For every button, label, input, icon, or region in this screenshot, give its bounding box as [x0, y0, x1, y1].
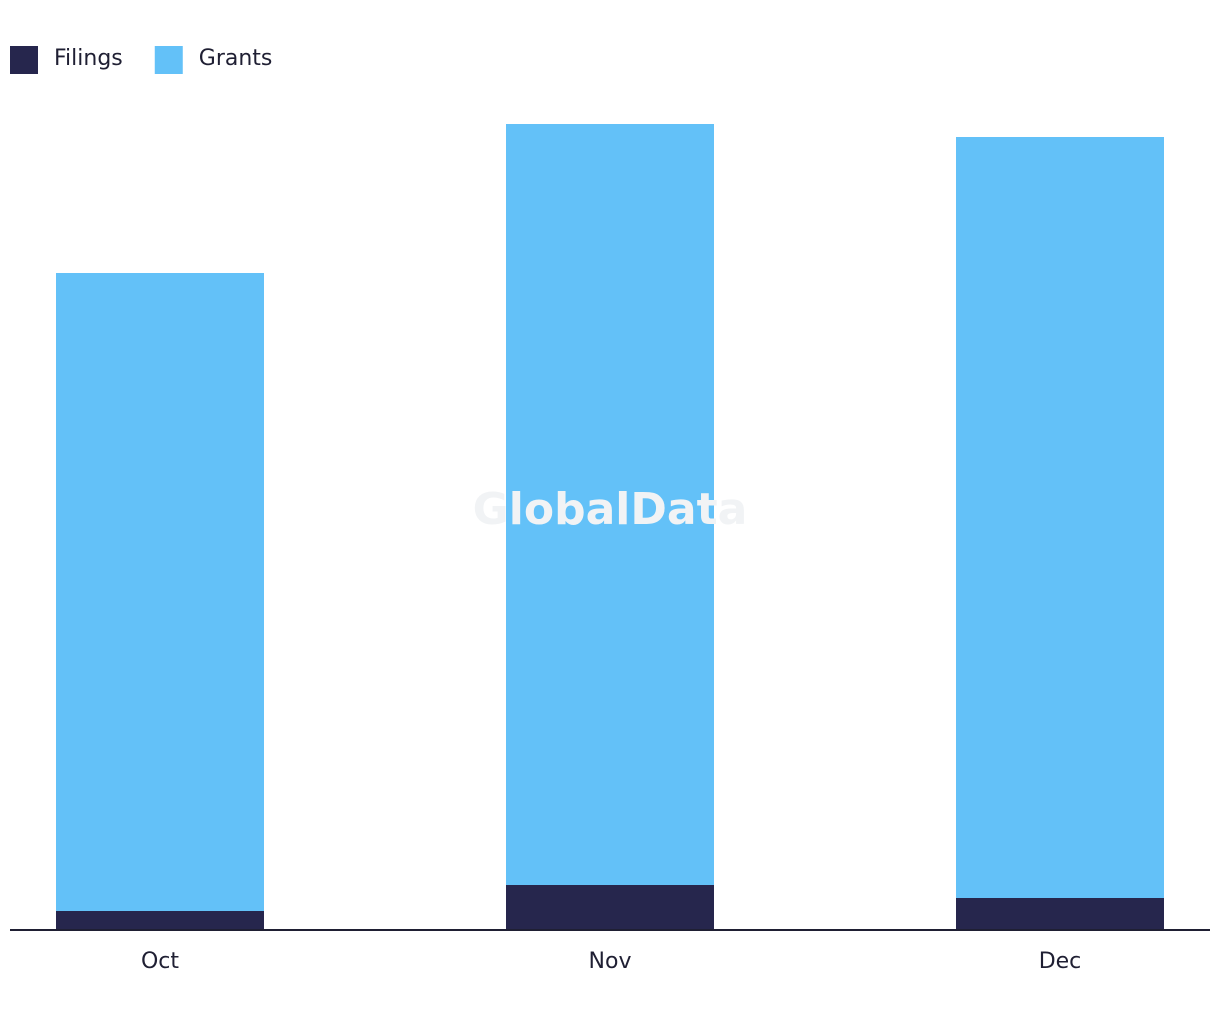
bar-segment: [56, 273, 264, 911]
legend-swatch: [10, 46, 38, 74]
bar-segment: [506, 124, 714, 885]
bar-segment: [506, 885, 714, 930]
x-tick-label: Nov: [589, 949, 632, 974]
legend-label: Grants: [199, 46, 273, 71]
bar-segment: [956, 898, 1164, 930]
x-tick-label: Oct: [141, 949, 179, 974]
x-tick-label: Dec: [1039, 949, 1082, 974]
legend-label: Filings: [54, 46, 123, 71]
bar-segment: [956, 137, 1164, 898]
bar-segment: [56, 911, 264, 930]
watermark: GlobalData: [473, 484, 748, 535]
legend-swatch: [154, 46, 183, 74]
